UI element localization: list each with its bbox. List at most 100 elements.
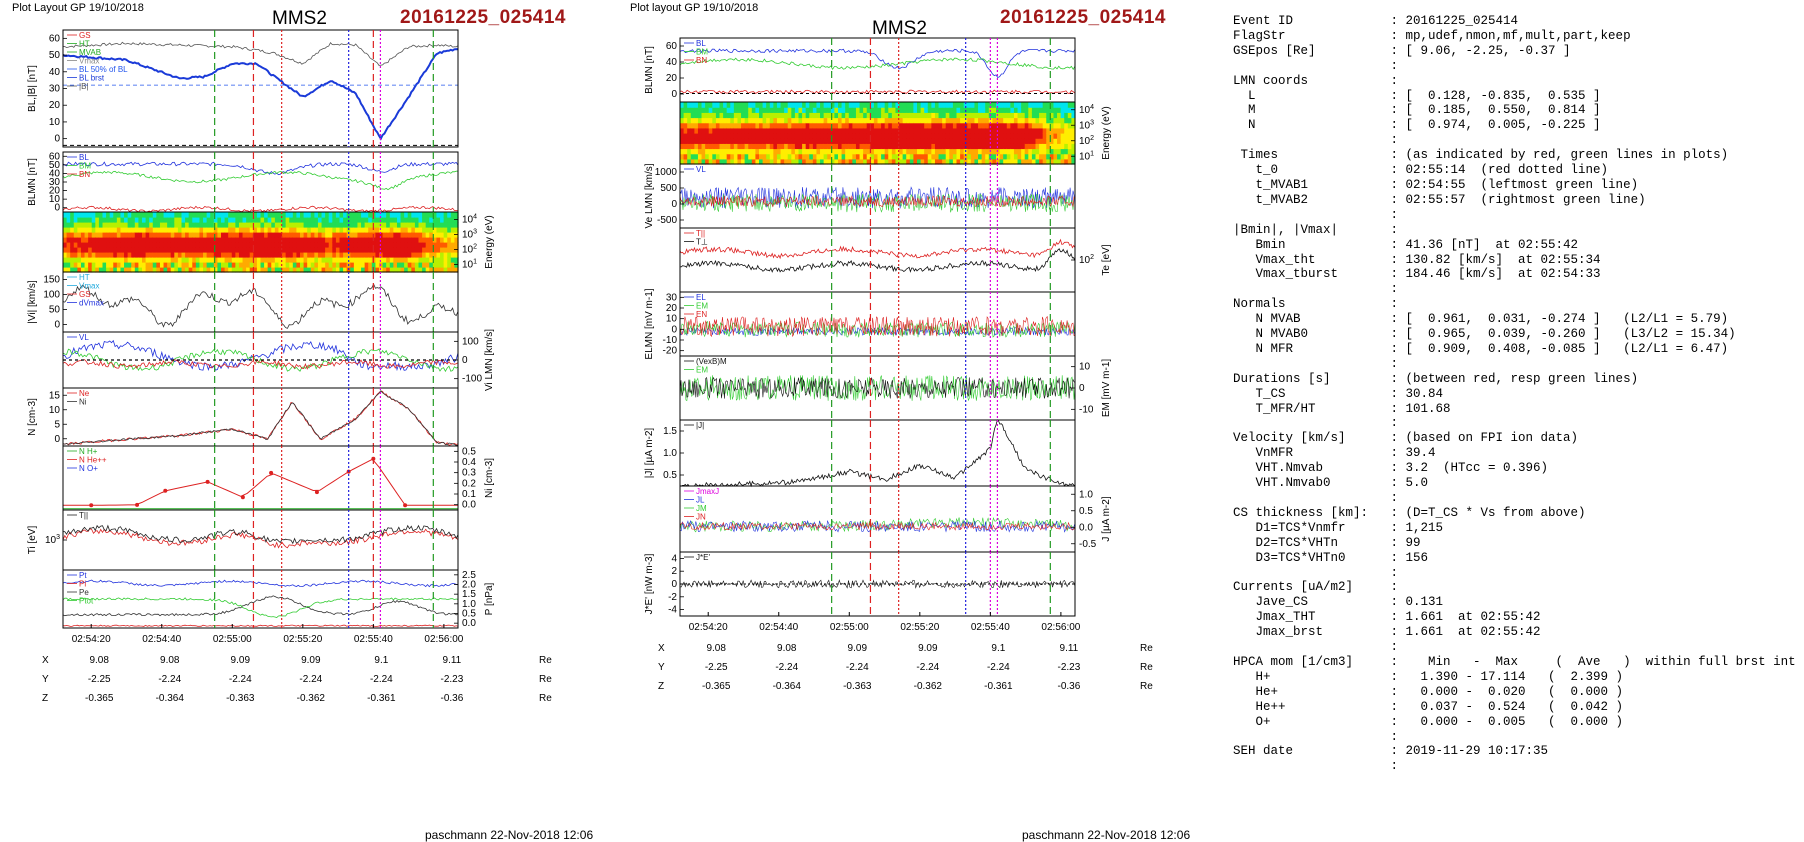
spectrogram-cell (106, 262, 111, 268)
spectrogram-cell (999, 122, 1004, 129)
spectrogram-cell (816, 107, 821, 113)
spectrogram-cell (138, 222, 143, 228)
spectrogram-cell (414, 257, 420, 263)
spectrogram-cell (418, 247, 423, 253)
spectrogram-cell (278, 227, 283, 233)
spectrogram-cell (443, 232, 448, 238)
spectrogram-cell (371, 217, 377, 223)
spectrogram-cell (920, 127, 925, 134)
spectrogram-cell (203, 232, 208, 238)
spectrogram-cell (960, 133, 965, 139)
spectrogram-cell (181, 262, 186, 268)
spectrogram-cell (70, 262, 75, 268)
spectrogram-cell (784, 107, 789, 113)
spectrogram-cell (1046, 117, 1051, 124)
spectrogram-cell (733, 122, 739, 129)
legend-label: (VexB)M (696, 357, 727, 366)
spectrogram-cell (866, 143, 871, 150)
spectrogram-cell (432, 262, 438, 268)
spectrogram-cell (249, 262, 254, 268)
spectrogram-cell (970, 102, 976, 108)
spectrogram-cell (942, 158, 947, 165)
spectrogram-cell (396, 242, 402, 248)
spectrogram-cell (177, 227, 183, 233)
spectrogram-cell (1046, 102, 1051, 108)
spectrogram-cell (116, 212, 122, 218)
spectrogram-cell (960, 122, 965, 129)
spectrogram-cell (264, 222, 269, 228)
spectrogram-cell (328, 252, 333, 258)
info-line: Times : (as indicated by red, green line… (1233, 148, 1729, 163)
spectrogram-cell (314, 267, 319, 273)
spectrogram-cell (386, 237, 391, 243)
spectrogram-cell (899, 143, 904, 150)
spectrogram-cell (884, 102, 889, 108)
spectrogram-cell (375, 227, 380, 233)
spectrogram-cell (235, 227, 240, 233)
spectrogram-cell (167, 212, 172, 218)
spectrogram-cell (393, 212, 398, 218)
spectrogram-cell (389, 237, 394, 243)
legend-label: Ne (79, 389, 90, 398)
spectrogram-cell (328, 217, 333, 223)
spectrogram-cell (167, 252, 172, 258)
spectrogram-cell (195, 222, 201, 228)
spectrogram-cell (766, 102, 771, 108)
spectrogram-cell (138, 227, 143, 233)
spectrogram-cell (116, 237, 122, 243)
y-tick-label: 30 (49, 177, 61, 188)
spectrogram-cell (368, 232, 373, 238)
spectrogram-cell (888, 107, 893, 113)
spectrogram-cell (368, 242, 373, 248)
spectrogram-cell (823, 122, 828, 129)
spectrogram-cell (1028, 117, 1033, 124)
spectrogram-cell (755, 143, 760, 150)
y-axis-label: Ve LMN [km/s] (644, 163, 655, 228)
spectrogram-cell (838, 112, 843, 119)
spectrogram-cell (414, 267, 420, 273)
left-spacecraft-title: MMS2 (272, 8, 327, 29)
spectrogram-cell (88, 257, 93, 263)
spectrogram-cell (152, 242, 157, 248)
time-tick-label: 02:55:40 (354, 634, 393, 645)
spectrogram-cell (841, 127, 846, 134)
spectrogram-cell (1031, 153, 1037, 160)
spectrogram-cell (332, 262, 337, 268)
spectrogram-cell (705, 158, 710, 165)
spectrogram-cell (274, 212, 280, 218)
spectrogram-cell (436, 232, 441, 238)
spectrogram-cell (177, 252, 183, 258)
spectrogram-cell (231, 232, 236, 238)
spectrogram-cell (400, 237, 405, 243)
spectrogram-cell (314, 262, 319, 268)
spectrogram-cell (396, 262, 402, 268)
spectrogram-cell (766, 117, 771, 124)
spectrogram-cell (447, 212, 452, 218)
spectrogram-cell (974, 133, 979, 139)
spectrogram-cell (422, 252, 427, 258)
spectrogram-cell (680, 127, 685, 134)
spectrogram-cell (188, 217, 193, 223)
spectrogram-cell (899, 138, 904, 144)
spectrogram-cell (142, 252, 147, 258)
spectrogram-cell (66, 267, 71, 273)
spectrogram-cell (945, 143, 950, 150)
spectrogram-cell (113, 247, 118, 253)
spectrogram-cell (805, 158, 810, 165)
legend-label: JN (696, 513, 706, 522)
spectrogram-cell (224, 237, 229, 243)
spectrogram-cell (730, 112, 735, 119)
spectrogram-cell (891, 127, 897, 134)
spectrogram-cell (296, 237, 301, 243)
spectrogram-cell (1024, 122, 1029, 129)
spectrogram-cell (422, 217, 427, 223)
spectrogram-cell (1028, 138, 1033, 144)
spectrogram-cell (730, 107, 735, 113)
spectrogram-cell (106, 247, 111, 253)
spectrogram-cell (766, 127, 771, 134)
spectrogram-cell (834, 153, 839, 160)
spectrogram-cell (450, 212, 456, 218)
legend-label: N He++ (79, 456, 107, 465)
spectrogram-cell (924, 107, 929, 113)
